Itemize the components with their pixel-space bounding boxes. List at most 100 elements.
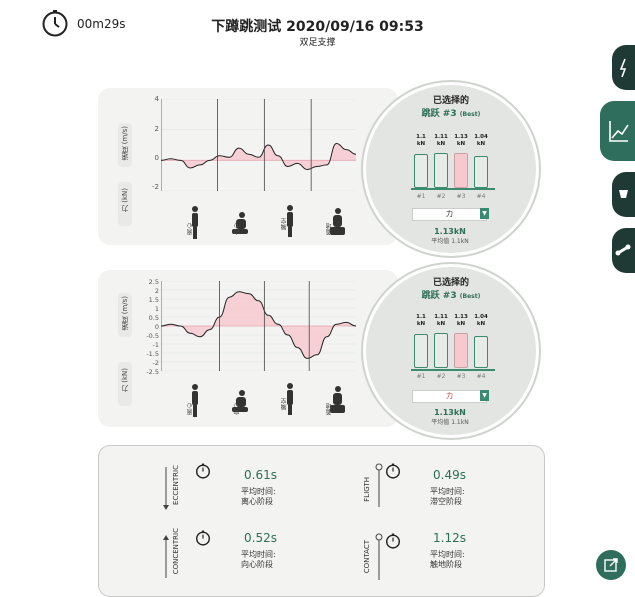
jump-figure-icon: [287, 205, 293, 237]
page-title: 下蹲跳测试 2020/09/16 09:53: [211, 19, 424, 35]
bar-value-label: 1.04 kN: [474, 134, 488, 147]
chevron-down-icon[interactable]: ▼: [480, 208, 489, 219]
y-tick: 1: [154, 305, 159, 313]
velocity-label-pill: [118, 293, 132, 337]
bar-index-label: #4: [476, 373, 486, 380]
stopwatch-icon: [42, 10, 68, 37]
jump-bar-column[interactable]: 1.13 kN #3: [454, 314, 468, 380]
bar-index-label: #4: [476, 193, 486, 200]
jump-bar[interactable]: [474, 156, 488, 188]
phase-label: 着地: [326, 403, 333, 415]
jump-bar-column[interactable]: 1.13 kN #3: [454, 134, 468, 200]
standing-figure-icon: [192, 206, 198, 239]
jump-bar-column[interactable]: 1.11 kN #2: [434, 134, 448, 200]
dumbbell-icon: [615, 244, 631, 256]
selected-label: 已选择的: [432, 278, 469, 288]
bar-value-label: 1.1 kN: [416, 134, 426, 147]
y-tick: 1.5: [148, 296, 159, 304]
jump-bar[interactable]: [434, 153, 448, 188]
bar-index-label: #1: [416, 373, 426, 380]
jump-selection-panel-top[interactable]: [363, 82, 539, 256]
jump-bar-column[interactable]: 1.1 kN #1: [414, 134, 428, 200]
page-subtitle: 双足支撑: [299, 38, 336, 48]
external-link-icon: [604, 558, 618, 572]
jump-number: 跳跃 #3: [421, 109, 457, 119]
y-tick: 0: [154, 154, 159, 162]
y-tick: 0.5: [148, 314, 159, 322]
standing-figure-icon: [192, 384, 198, 417]
eccentric-value: 0.61s: [244, 468, 277, 482]
phase-figures-top: [192, 205, 345, 239]
series-area: [161, 291, 356, 359]
best-tag: (Best): [459, 111, 481, 118]
phase-label: 着地: [326, 223, 333, 235]
y-tick: -0.5: [146, 332, 159, 340]
eccentric-label2: 离心阶段: [241, 497, 273, 506]
stopwatch-icon: [386, 533, 400, 549]
eccentric-label1: 平均时间:: [241, 487, 276, 496]
phase-label: 腾空: [281, 218, 288, 230]
bar-index-label: #3: [456, 193, 466, 200]
jump-bar[interactable]: [474, 336, 488, 368]
jump-bar-column[interactable]: 1.04 kN #4: [474, 314, 488, 380]
jump-bar[interactable]: [434, 333, 448, 368]
jump-figure-icon: [287, 383, 293, 415]
series-line: [161, 142, 356, 171]
body-icon: [619, 190, 628, 198]
bar-value-label: 1.13 kN: [454, 314, 468, 327]
flight-figure-icon: [375, 463, 383, 507]
y-tick: 0: [154, 323, 159, 331]
metric-dropdown[interactable]: 力: [412, 390, 487, 403]
chart-card-top: [98, 88, 398, 245]
bar-value-label: 1.11 kN: [434, 314, 448, 327]
metrics-card: [98, 445, 545, 597]
jump-bar-column[interactable]: 1.04 kN #4: [474, 134, 488, 200]
bars-baseline: [411, 369, 495, 371]
y-tick: -2.5: [146, 368, 159, 376]
chevron-down-icon[interactable]: ▼: [480, 390, 489, 401]
phase-label: 向心: [234, 223, 241, 235]
side-nav-chart-button[interactable]: [600, 101, 635, 161]
series-area: [161, 143, 356, 170]
eccentric-figure-icon: [163, 467, 169, 510]
best-tag: (Best): [459, 293, 481, 300]
bar-index-label: #2: [436, 373, 446, 380]
bar-index-label: #3: [456, 373, 466, 380]
side-nav-dumbbell-button[interactable]: [612, 228, 635, 273]
phase-figures-bottom: [192, 383, 345, 417]
jump-bars-bottom: 1.1 kN #1 1.11 kN #2 1.13 kN #3 1.04 kN #4: [414, 314, 494, 384]
jump-bar-column[interactable]: 1.1 kN #1: [414, 314, 428, 380]
y-tick: 2: [154, 287, 159, 295]
stopwatch-icon: [386, 463, 400, 479]
contact-name: CONTACT: [363, 540, 371, 574]
bar-value-label: 1.04 kN: [474, 314, 488, 327]
bar-value-label: 1.1 kN: [416, 314, 426, 327]
phase-label: 离心: [187, 403, 194, 415]
phase-label: 离心: [187, 223, 194, 235]
concentric-label2: 向心阶段: [241, 560, 273, 569]
concentric-label1: 平均时间:: [241, 550, 276, 559]
elapsed-timer: 00m29s: [77, 17, 126, 31]
force-label-pill: [118, 182, 132, 226]
side-nav-body-button[interactable]: [612, 172, 635, 217]
jump-bar[interactable]: [414, 154, 428, 188]
squat-figure-icon: [232, 390, 248, 412]
y-ticks-bottom: 2.5 2 1.5 1 0.5 0 -0.5 -1 -1.5 -2 -2.5: [145, 278, 161, 376]
contact-figure-icon: [375, 533, 383, 580]
landing-figure-icon: [330, 208, 345, 235]
side-nav-jump-button[interactable]: [612, 45, 635, 90]
jump-bar[interactable]: [454, 333, 468, 368]
series-line: [161, 291, 356, 359]
metric-dropdown[interactable]: 力: [412, 208, 487, 221]
phase-label: 腾空: [281, 398, 288, 410]
jump-selection-panel-bottom[interactable]: [363, 264, 539, 438]
jump-bar-column[interactable]: 1.11 kN #2: [434, 314, 448, 380]
jump-bar[interactable]: [414, 334, 428, 368]
result-value: 1.13kN: [434, 227, 466, 236]
y-tick: 2.5: [148, 278, 159, 286]
export-button[interactable]: [596, 550, 626, 580]
y-tick: 2: [154, 125, 159, 133]
landing-figure-icon: [330, 386, 345, 413]
chart-top: [161, 99, 356, 191]
jump-bar[interactable]: [454, 153, 468, 188]
